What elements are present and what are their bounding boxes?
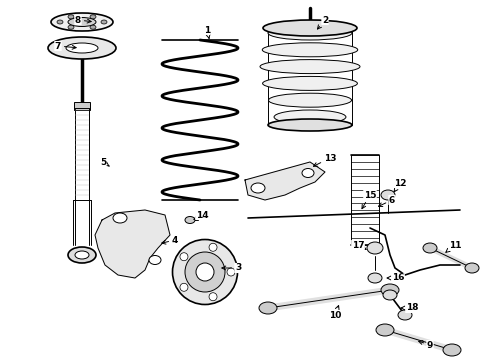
Polygon shape: [95, 210, 170, 278]
Ellipse shape: [51, 13, 113, 31]
Text: 14: 14: [194, 211, 208, 220]
Ellipse shape: [196, 263, 214, 281]
Ellipse shape: [423, 243, 437, 253]
Text: 6: 6: [378, 195, 395, 206]
Ellipse shape: [209, 243, 217, 251]
Text: 3: 3: [222, 264, 241, 273]
Ellipse shape: [101, 20, 107, 24]
Ellipse shape: [180, 253, 188, 261]
Ellipse shape: [381, 284, 399, 296]
Ellipse shape: [259, 302, 277, 314]
Ellipse shape: [262, 43, 358, 57]
Ellipse shape: [465, 263, 479, 273]
Ellipse shape: [263, 20, 357, 36]
Text: 10: 10: [329, 306, 341, 320]
Text: 2: 2: [318, 15, 328, 29]
Ellipse shape: [68, 18, 96, 27]
Text: 15: 15: [362, 190, 376, 209]
Ellipse shape: [443, 344, 461, 356]
Ellipse shape: [48, 37, 116, 59]
Ellipse shape: [269, 93, 351, 107]
Ellipse shape: [180, 283, 188, 291]
Polygon shape: [245, 162, 325, 200]
Text: 4: 4: [162, 235, 178, 244]
Text: 17: 17: [352, 240, 366, 249]
Ellipse shape: [149, 256, 161, 265]
Ellipse shape: [376, 324, 394, 336]
Ellipse shape: [113, 213, 127, 223]
Text: 11: 11: [446, 240, 461, 252]
Ellipse shape: [251, 183, 265, 193]
Ellipse shape: [66, 43, 98, 53]
Ellipse shape: [268, 26, 352, 40]
Text: 8: 8: [75, 15, 91, 24]
Ellipse shape: [68, 25, 74, 29]
Ellipse shape: [260, 60, 360, 73]
Ellipse shape: [263, 76, 357, 90]
Ellipse shape: [172, 239, 238, 305]
Ellipse shape: [68, 15, 74, 19]
Text: 1: 1: [204, 26, 210, 38]
Ellipse shape: [68, 247, 96, 263]
Ellipse shape: [302, 168, 314, 177]
Text: 7: 7: [55, 41, 76, 50]
Ellipse shape: [185, 216, 195, 224]
Ellipse shape: [398, 310, 412, 320]
Ellipse shape: [90, 25, 96, 29]
Ellipse shape: [368, 273, 382, 283]
Ellipse shape: [209, 293, 217, 301]
Ellipse shape: [383, 290, 397, 300]
Ellipse shape: [367, 242, 383, 254]
Text: 16: 16: [387, 274, 404, 283]
Ellipse shape: [268, 119, 352, 131]
Ellipse shape: [381, 190, 395, 200]
Bar: [74, 102, 90, 110]
Ellipse shape: [75, 251, 89, 259]
Text: 9: 9: [418, 341, 433, 350]
Text: 5: 5: [100, 158, 109, 166]
Ellipse shape: [227, 268, 235, 276]
Ellipse shape: [185, 252, 225, 292]
Ellipse shape: [57, 20, 63, 24]
Text: 18: 18: [401, 303, 418, 312]
Text: 12: 12: [394, 179, 406, 192]
Ellipse shape: [90, 15, 96, 19]
Text: 13: 13: [314, 153, 336, 166]
Ellipse shape: [274, 110, 346, 124]
